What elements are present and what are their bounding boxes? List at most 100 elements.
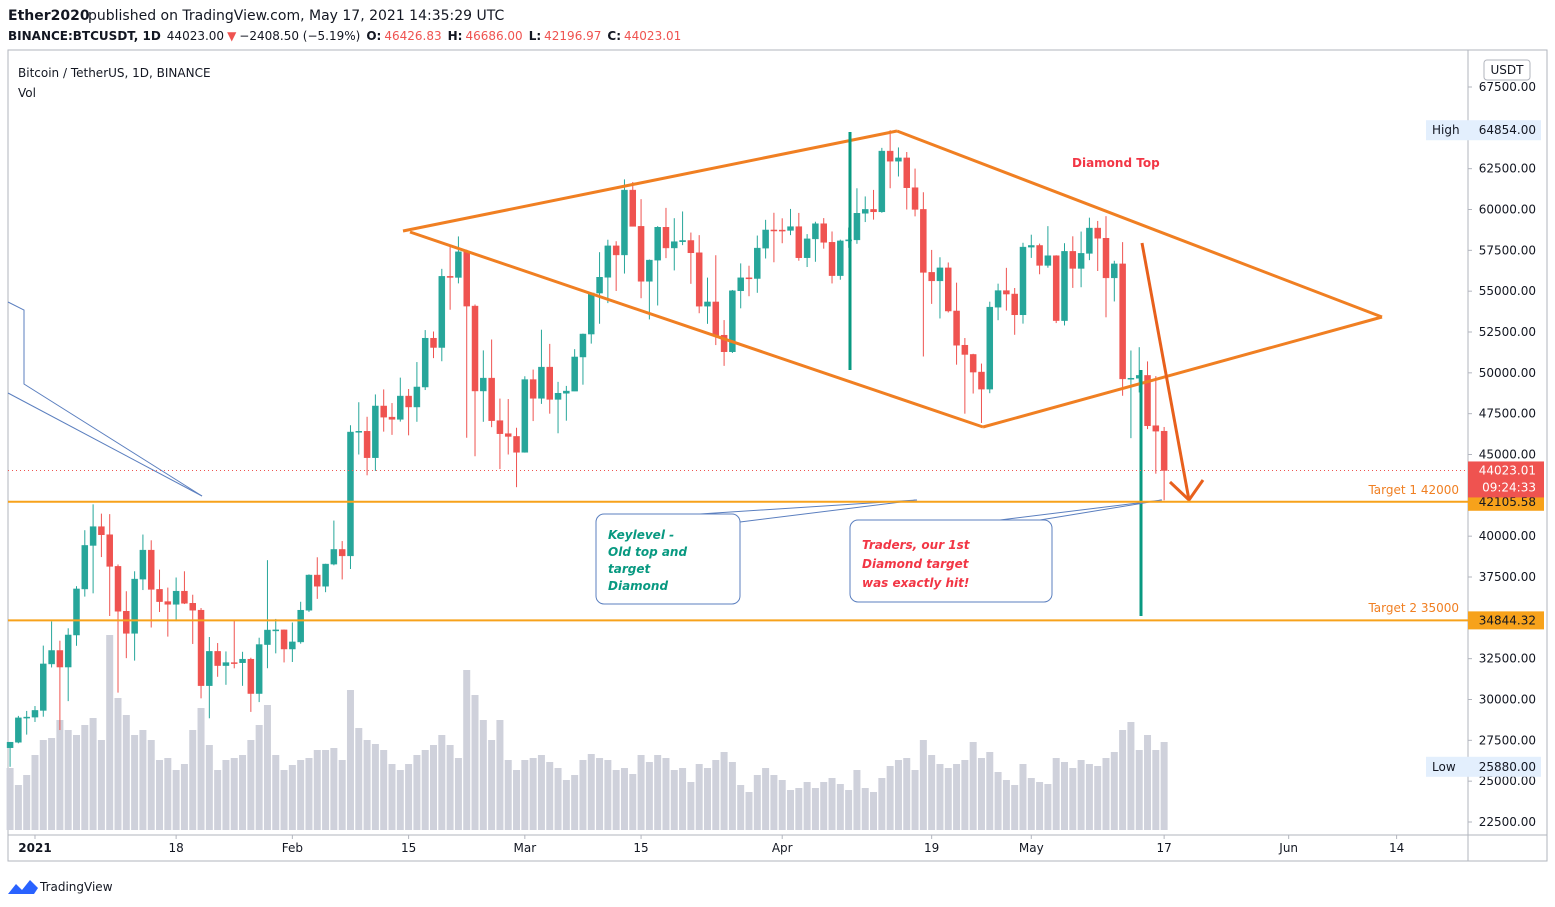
- volume-bar: [811, 788, 819, 830]
- candle-body: [123, 610, 130, 634]
- candle-body: [612, 245, 620, 256]
- arrow-shaft: [1140, 242, 1191, 501]
- chart-title: Bitcoin / TetherUS, 1D, BINANCE: [18, 66, 211, 80]
- volume-bar: [446, 745, 454, 830]
- x-tick-label: Apr: [772, 841, 793, 855]
- candle-body: [704, 301, 711, 307]
- volume-bar: [338, 760, 346, 830]
- header-text: 46426.83: [384, 29, 441, 43]
- volume-bar: [612, 770, 620, 830]
- extreme-name: Low: [1432, 760, 1456, 774]
- publisher: Ether2020: [8, 8, 90, 24]
- candle-body: [89, 526, 97, 546]
- candle-body: [812, 223, 819, 240]
- candle-body: [928, 272, 935, 282]
- y-tick-label: 22500.00: [1479, 815, 1536, 829]
- volume-bar: [1019, 764, 1027, 830]
- extreme-tag: [1426, 120, 1541, 141]
- callout-line: [7, 301, 1163, 523]
- volume-bar: [1085, 764, 1093, 830]
- y-tick-label: 45000.00: [1479, 448, 1536, 462]
- y-tick-label: 30000.00: [1479, 692, 1536, 706]
- volume-bar: [471, 695, 479, 830]
- x-tick-label: 17: [1156, 841, 1171, 855]
- volume-bar: [222, 760, 230, 830]
- candle-body: [529, 379, 537, 399]
- candle-body: [347, 431, 354, 557]
- volume-bar: [479, 720, 487, 830]
- symbol-line: BINANCE:BTCUSDT, 1D 44023.00 ▼ −2408.50 (−5…: [8, 29, 681, 43]
- note-line: was exactly hit!: [862, 576, 969, 590]
- volume-bar: [255, 725, 263, 830]
- volume-bar: [189, 730, 197, 830]
- candle-body: [73, 588, 80, 636]
- candle-body: [604, 245, 612, 278]
- note-line: target: [608, 562, 651, 576]
- currency-box[interactable]: [1483, 59, 1531, 81]
- arrow-head: [1168, 479, 1205, 503]
- volume-bar: [1027, 778, 1035, 830]
- volume-bar: [778, 780, 786, 830]
- volume-bar: [1160, 742, 1168, 830]
- y-tick-label: 50000.00: [1479, 366, 1536, 380]
- candle-body: [646, 259, 653, 282]
- candle-body: [1077, 253, 1085, 269]
- candle-body: [272, 629, 280, 632]
- candle-body: [936, 267, 944, 282]
- y-tick-label: 40000.00: [1479, 529, 1536, 543]
- volume-bar: [64, 730, 72, 830]
- volume-bar: [156, 760, 164, 830]
- volume-bar: [106, 635, 114, 830]
- volume-bar: [961, 760, 969, 830]
- volume-bar: [944, 768, 952, 830]
- volume-bar: [886, 766, 894, 830]
- volume-bar: [1060, 762, 1068, 830]
- volume-bar: [596, 758, 604, 830]
- volume-bar: [280, 770, 288, 830]
- candle-body: [40, 663, 47, 711]
- header-text: H:: [448, 29, 463, 43]
- volume-bar: [637, 755, 645, 830]
- volume-bar: [537, 755, 545, 830]
- candle-body: [629, 189, 637, 227]
- volume-bar: [994, 772, 1002, 830]
- volume-bar: [919, 740, 927, 830]
- header-text: 44023.00: [167, 29, 224, 43]
- candle-body: [911, 187, 919, 210]
- note-line: Old top and: [608, 545, 687, 559]
- candle-body: [31, 710, 39, 718]
- volume-bar: [297, 760, 305, 830]
- candle-body: [596, 277, 603, 294]
- pattern-label: Diamond Top: [1072, 156, 1160, 170]
- volume-bar: [305, 758, 313, 830]
- header-text: O:: [366, 29, 381, 43]
- candle-body: [754, 247, 761, 279]
- volume-bar: [828, 778, 836, 830]
- diamond-edge: [982, 315, 1383, 429]
- volume-bar: [720, 752, 728, 830]
- diamond-edge: [409, 230, 984, 429]
- diamond-edge: [402, 129, 898, 233]
- candle-body: [496, 420, 504, 434]
- candle-body: [538, 366, 545, 399]
- brand: TradingView: [39, 880, 113, 894]
- candle-body: [388, 416, 396, 420]
- candle-body: [430, 337, 437, 348]
- volume-bar: [122, 715, 130, 830]
- candle-body: [189, 603, 196, 611]
- volume-bar: [604, 760, 612, 830]
- candle-body: [247, 658, 255, 694]
- volume-bar: [529, 758, 537, 830]
- candle-body: [15, 717, 22, 743]
- volume-bar: [803, 782, 811, 830]
- volume-bar: [953, 764, 961, 830]
- candle-body: [289, 641, 296, 650]
- volume-bar: [554, 768, 562, 830]
- candle-body: [886, 150, 894, 162]
- volume-bar: [214, 770, 222, 830]
- price-tag-label: 34844.32: [1479, 613, 1536, 627]
- candle-body: [305, 574, 313, 611]
- candle-body: [1160, 430, 1168, 471]
- candle-body: [197, 609, 205, 686]
